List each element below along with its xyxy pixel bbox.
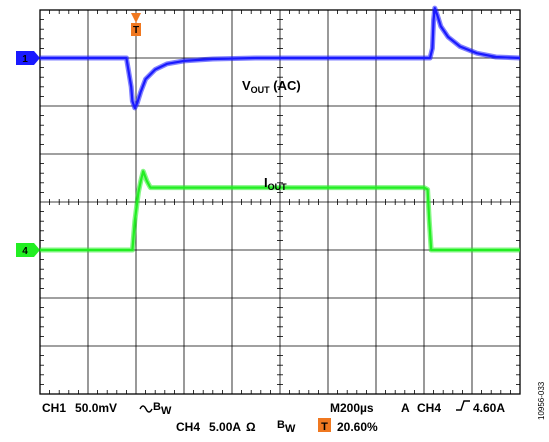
iout-label: IOUT bbox=[264, 175, 287, 192]
ac-coupling-icon bbox=[139, 405, 153, 413]
figure-id: 10956-033 bbox=[537, 381, 546, 420]
bw-limit-icon: BW bbox=[153, 401, 172, 417]
readout-trigger-level: 4.60A bbox=[473, 401, 505, 415]
readout-timebase: M200µs bbox=[330, 401, 374, 415]
trace-ch4 bbox=[40, 170, 520, 252]
ch1-ground-marker: 1 bbox=[16, 51, 40, 65]
traces bbox=[40, 5, 521, 253]
rising-edge-icon bbox=[456, 400, 470, 411]
readout-trigger-mode: A bbox=[401, 401, 410, 415]
readout-ch1: CH1 50.0mV bbox=[42, 401, 117, 415]
ch4-ground-marker: 4 bbox=[16, 243, 40, 257]
readout-trigger-position: 20.60% bbox=[337, 420, 378, 434]
readout-ch4: CH4 5.00A Ω bbox=[176, 420, 256, 434]
vout-label: VOUT (AC) bbox=[242, 78, 301, 95]
scope-ticks bbox=[40, 10, 520, 394]
ch4-marker-label: 4 bbox=[22, 246, 28, 257]
readout-trigger-channel: CH4 bbox=[417, 401, 441, 415]
ch1-marker-label: 1 bbox=[22, 54, 28, 65]
trigger-position-badge-label: T bbox=[321, 421, 328, 433]
trigger-marker-label: T bbox=[133, 25, 139, 36]
trigger-marker: T bbox=[131, 13, 141, 36]
trace-ch1 bbox=[40, 7, 521, 109]
bw-limit-icon-ch4: BW bbox=[277, 419, 296, 435]
trigger-position-badge bbox=[318, 418, 331, 432]
